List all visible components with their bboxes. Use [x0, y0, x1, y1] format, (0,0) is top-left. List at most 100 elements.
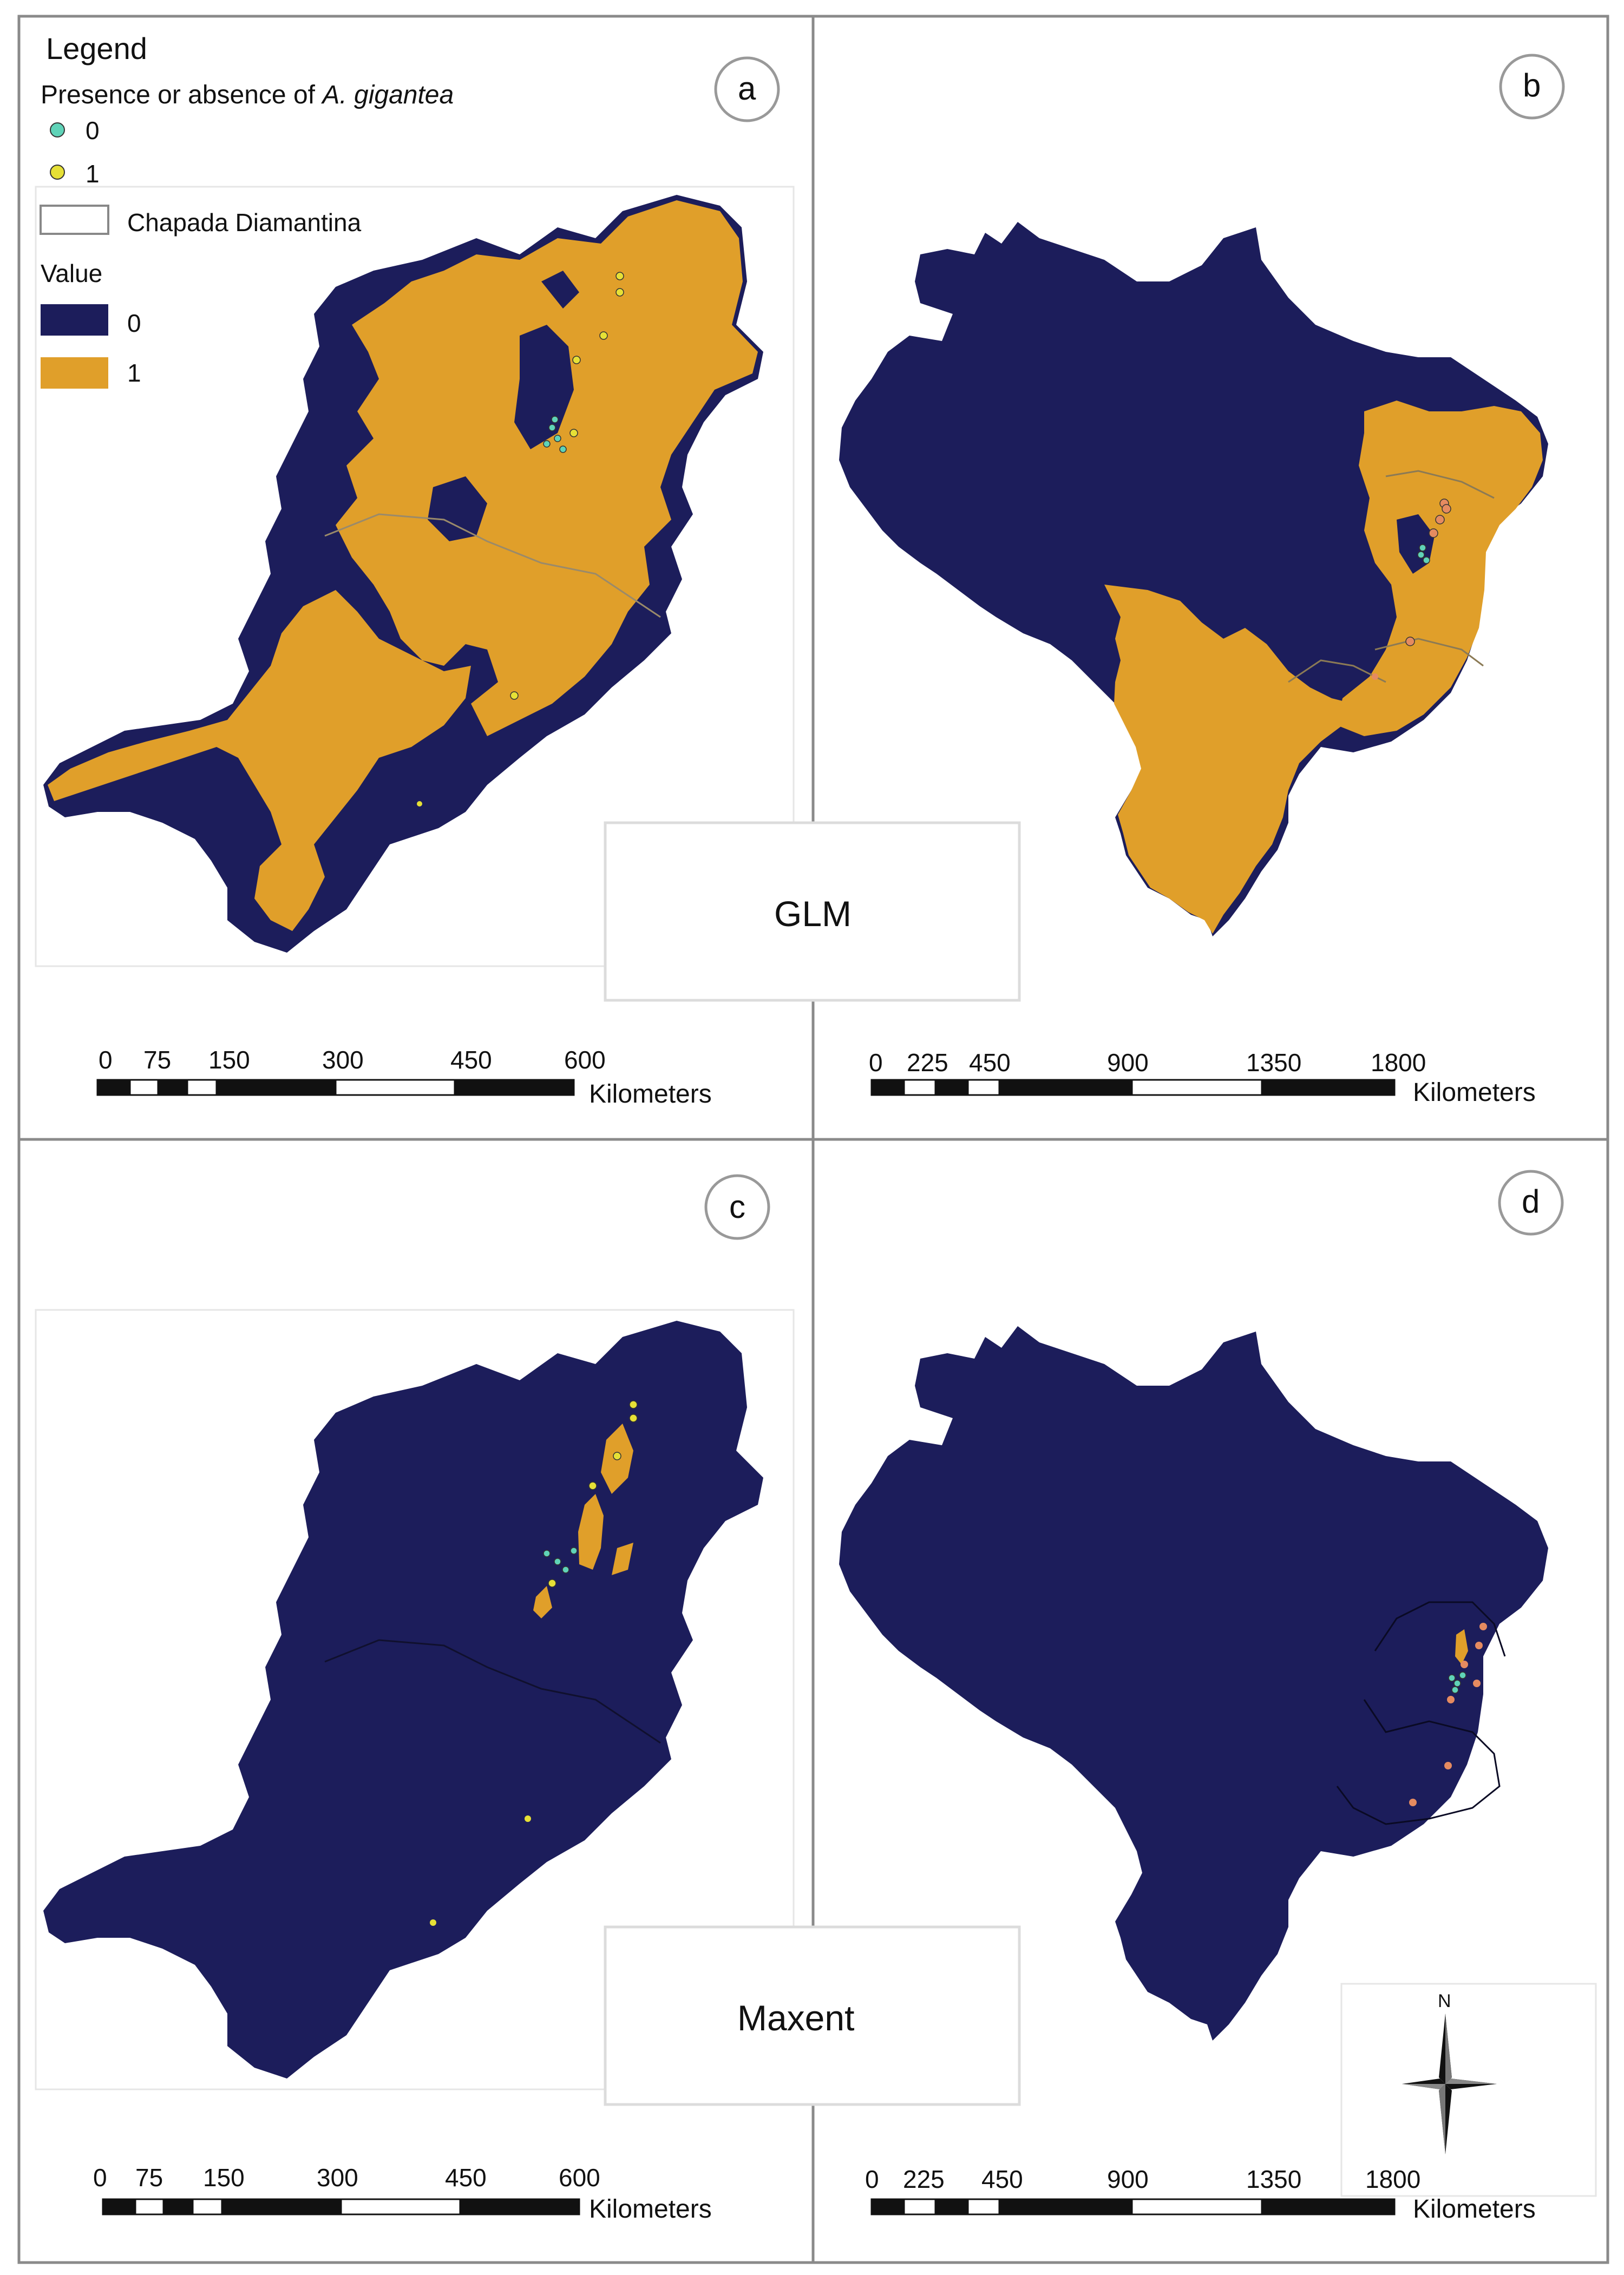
panel-a-letter: a [738, 70, 756, 107]
scale-unit: Kilometers [589, 1080, 712, 1109]
absence-point [1451, 1686, 1459, 1694]
presence-point [588, 1481, 597, 1490]
scale-unit: Kilometers [1413, 1078, 1536, 1107]
panel-a-chapada-boundary [324, 513, 661, 618]
panel-a-state-present-area-south [48, 590, 471, 931]
absence-point [543, 440, 551, 448]
north-arrow-box [1340, 1983, 1597, 2197]
north-label: N [1438, 1991, 1451, 2011]
panel-a-absent-interior-patch [514, 325, 574, 449]
panel-a-absent-interior-patch-2 [428, 476, 487, 541]
panel-a-absent-interior-patch-3 [541, 271, 579, 309]
legend-presence-title: Presence or absence of A. gigantea [41, 82, 454, 108]
scale-tick: 0 [93, 2163, 107, 2192]
absence-point [543, 1550, 551, 1557]
panel-c-letter: c [729, 1189, 745, 1225]
scale-tick: 0 [865, 2165, 879, 2193]
presence-point [629, 1400, 638, 1409]
panel-c-present-area [578, 1494, 604, 1570]
scale-bar-state-top [96, 1079, 575, 1096]
scale-tick: 0 [869, 1048, 883, 1077]
glm-label: GLM [774, 894, 852, 934]
panel-d-present-area [1455, 1629, 1468, 1664]
absence-point [1419, 544, 1426, 552]
presence-point [1372, 673, 1378, 680]
panel-a-state-present-area-north [336, 200, 758, 736]
absence-point [1453, 1680, 1461, 1687]
scale-tick: 0 [99, 1046, 113, 1074]
presence-point [1444, 1762, 1452, 1769]
scale-bar-country-bottom [870, 2198, 1396, 2215]
absence-point [1423, 556, 1430, 564]
panel-c-occurrence-points [430, 1400, 638, 1926]
legend-absence-label: 0 [86, 116, 100, 145]
panel-c-letter-circle [704, 1174, 770, 1240]
scale-tick: 75 [143, 1046, 172, 1074]
legend-present-label: 1 [127, 359, 141, 387]
presence-point [430, 1919, 436, 1926]
scale-unit: Kilometers [1413, 2195, 1536, 2224]
scale-tick: 225 [903, 2165, 945, 2193]
panel-a [35, 56, 795, 967]
presence-point [613, 1452, 621, 1460]
panel-c-chapada-boundary [324, 1639, 661, 1744]
legend-presence-prefix: Presence or absence of [41, 81, 315, 109]
panel-c [35, 1174, 795, 2090]
panel-b-letter-circle [1499, 54, 1565, 120]
presence-point [1429, 528, 1438, 538]
panel-d-letter-circle [1498, 1170, 1564, 1236]
panel-c-present-area-4 [533, 1586, 552, 1618]
scale-tick: 600 [559, 2163, 600, 2192]
presence-point [548, 1579, 556, 1588]
maxent-label-box [604, 1925, 1021, 2106]
panel-a-letter-circle [714, 56, 780, 122]
panel-d-country-absent-area [839, 1326, 1548, 2041]
panel-d-occurrence-points [1409, 1623, 1487, 1806]
panel-b-country-absent-area [839, 222, 1548, 936]
legend-absence-symbol [50, 122, 65, 137]
absence-point [1459, 1671, 1466, 1679]
presence-point [569, 429, 578, 437]
scale-tick: 600 [564, 1046, 606, 1074]
maxent-label: Maxent [737, 1998, 855, 2038]
glm-label-box [604, 821, 1021, 1002]
presence-point [599, 331, 608, 340]
presence-point [1409, 1799, 1417, 1806]
absence-point [559, 445, 567, 453]
scale-tick: 1350 [1246, 1048, 1302, 1077]
presence-point [510, 691, 519, 700]
panel-b-state-boundary [1288, 470, 1495, 683]
presence-point [615, 272, 624, 280]
absence-point [551, 416, 559, 423]
panel-c-state-absent-area [43, 1321, 763, 2079]
presence-point [615, 288, 624, 297]
presence-point [629, 1414, 638, 1422]
presence-point [417, 801, 422, 807]
scale-tick: 300 [322, 1046, 364, 1074]
absence-point [554, 435, 561, 442]
scale-tick: 150 [203, 2163, 245, 2192]
north-arrow-icon [1402, 2014, 1497, 2154]
presence-point [1473, 1680, 1481, 1687]
scale-tick: 450 [445, 2163, 487, 2192]
scale-tick: 75 [135, 2163, 163, 2192]
scale-tick: 225 [907, 1048, 948, 1077]
panel-b-letter: b [1523, 67, 1541, 103]
scale-bar-country-top [870, 1079, 1396, 1096]
presence-point [1442, 504, 1451, 514]
panel-d-state-boundary [1336, 1601, 1506, 1825]
presence-point [1475, 1642, 1483, 1649]
absence-point [1417, 551, 1425, 559]
absence-point [1448, 1674, 1456, 1682]
panel-c-present-area-3 [612, 1543, 633, 1575]
presence-point [1479, 1623, 1487, 1630]
scale-tick: 1800 [1365, 2165, 1421, 2193]
panel-d-letter: d [1522, 1183, 1540, 1220]
presence-point [572, 356, 581, 364]
scale-tick: 900 [1107, 2165, 1149, 2193]
legend-value-title: Value [41, 259, 103, 287]
scale-tick: 450 [450, 1046, 492, 1074]
scale-bar-state-bottom [102, 2198, 580, 2215]
presence-point [1461, 1661, 1468, 1668]
